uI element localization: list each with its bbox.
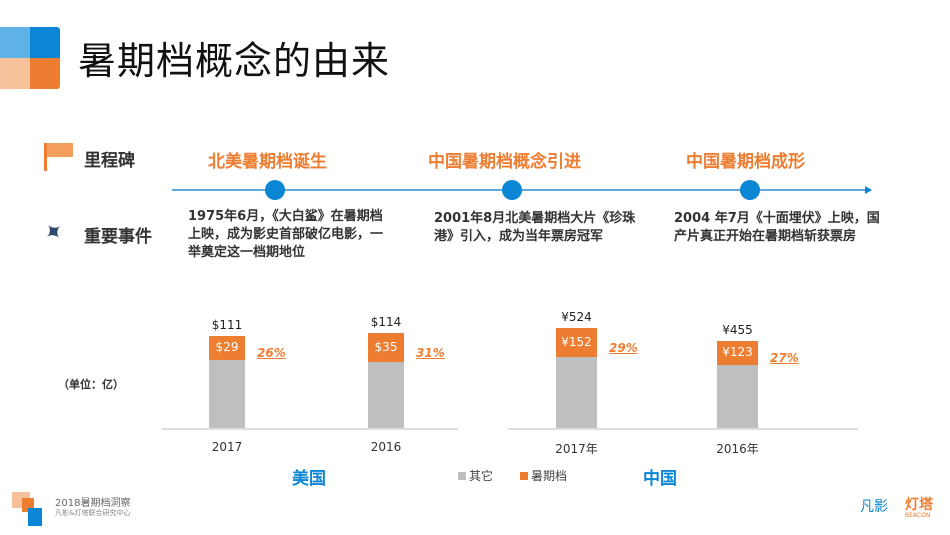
bar-summer [556,328,597,357]
bar-summer-label: ¥152 [561,334,592,349]
brand-beacon: 灯塔 [905,497,933,513]
bar-total-label: $114 [370,315,402,329]
share-label: 29% [609,340,638,355]
event-label: 重要事件 [84,227,152,247]
chart-baseline [162,428,458,430]
footer-title: 2018暑期档洞察 [55,498,131,509]
group-label-us: 美国 [292,469,326,489]
footer-logo [12,492,46,526]
bar-other [209,359,245,428]
legend-other: 其它 [458,467,493,484]
chart-baseline [508,428,858,430]
bar-total-label: $111 [211,317,243,332]
share-label: 31% [416,345,445,360]
category-label: 2017 [211,440,243,454]
milestone-3: 中国暑期档成形 [686,152,805,172]
bar-summer-label: ¥123 [722,344,753,359]
milestone-1: 北美暑期档诞生 [208,152,327,172]
event-2: 2001年8月北美暑期档大片《珍珠 港》引入，成为当年票房冠军 [434,211,636,244]
brand-fanying: 凡影 [860,499,888,515]
category-label: 2016年 [716,442,759,456]
bar-other [717,364,758,428]
milestone-2: 中国暑期档概念引进 [428,152,581,172]
brand-beacon-en: BEACON [905,512,931,519]
bar-summer-label: $35 [374,339,398,354]
timeline-dot [740,180,760,200]
event-1: 1975年6月，《大白鲨》在暑期档 上映，成为影史首部破亿电影，一 举奠定这一档… [188,209,384,260]
group-label-cn: 中国 [643,469,677,489]
page-title: 暑期档概念的由来 [78,39,391,83]
category-label: 2016 [370,440,402,454]
share-label: 27% [770,350,799,365]
event-3: 2004 年7月《十面埋伏》上映，国 产片真正开始在暑期档斩获票房 [674,211,880,244]
bar-summer [368,333,404,363]
bar-total-label: ¥455 [722,323,753,338]
bar-summer [209,335,245,360]
timeline-dot [265,180,285,200]
share-label: 26% [257,345,286,360]
logo [0,27,60,89]
bar-other [556,357,597,428]
flag-icon [44,143,74,171]
pushpin-icon: ✦ [37,214,71,250]
unit-label: （单位：亿） [58,378,124,391]
timeline-arrow-icon [865,186,872,194]
bar-summer-label: $29 [215,339,239,354]
bar-summer [717,341,758,365]
bar-total-label: ¥524 [561,310,592,324]
footer-subtitle: 凡影&灯塔联合研究中心 [55,509,131,517]
milestone-label: 里程碑 [84,151,135,171]
legend-summer: 暑期档 [520,467,567,484]
category-label: 2017年 [555,442,598,456]
bar-other [368,362,404,428]
timeline-dot [502,180,522,200]
